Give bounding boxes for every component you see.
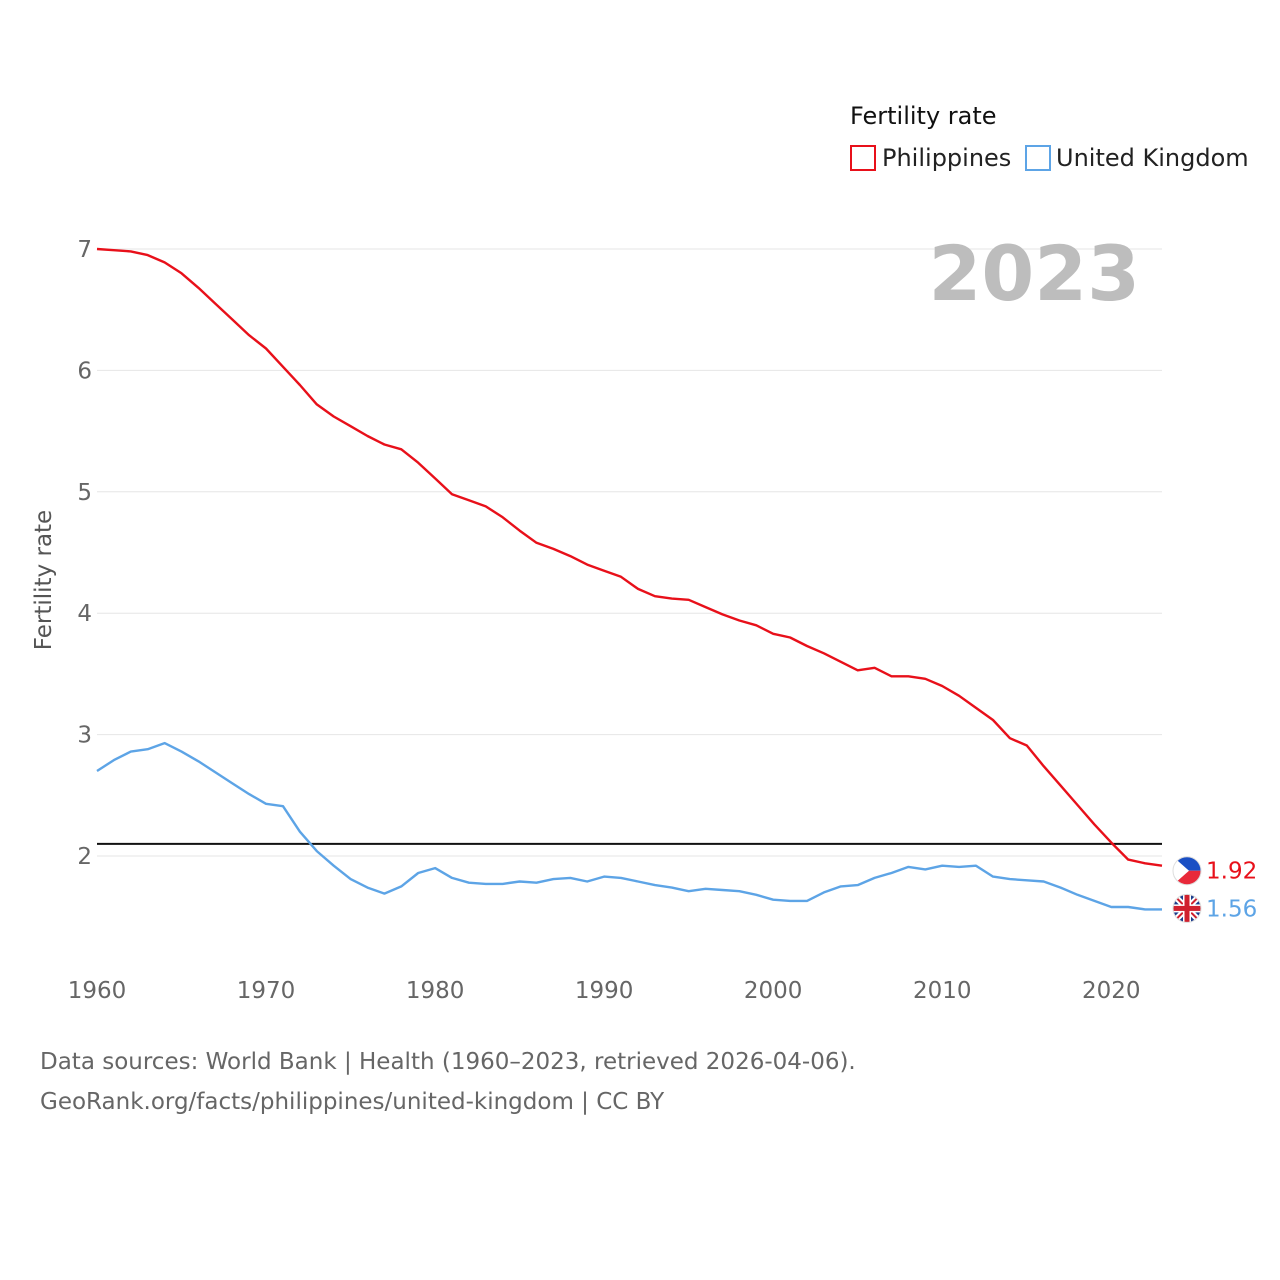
source-url[interactable]: GeoRank.org/facts/philippines/united-kin… (40, 1089, 665, 1115)
series-line-united-kingdom (96, 741, 1162, 911)
data-source-note: Data sources: World Bank | Health (1960–… (40, 1049, 856, 1075)
y-axis-ticks: 2 3 4 5 6 7 (77, 237, 92, 870)
x-tick-label: 2020 (1082, 978, 1141, 1004)
x-tick-label: 1970 (237, 978, 296, 1004)
y-axis-label: Fertility rate (31, 510, 57, 650)
x-tick-label: 2000 (744, 978, 803, 1004)
x-tick-label: 1990 (575, 978, 634, 1004)
series-line-philippines (96, 247, 1163, 867)
legend-swatch-philippines (850, 145, 876, 171)
y-tick-label: 4 (77, 601, 92, 627)
united-kingdom-end-value: 1.56 (1206, 896, 1257, 922)
philippines-flag-icon (1172, 856, 1202, 886)
x-tick-label: 2010 (913, 978, 972, 1004)
x-tick-label: 1960 (68, 978, 127, 1004)
y-tick-label: 5 (77, 480, 92, 506)
y-tick-label: 3 (77, 723, 92, 749)
x-axis-ticks: 1960 1970 1980 1990 2000 2010 2020 (68, 978, 1141, 1004)
legend-swatch-united-kingdom (1025, 145, 1051, 171)
series-lines (96, 247, 1163, 911)
fertility-chart: Fertility rate Philippines United Kingdo… (31, 102, 1257, 1004)
y-tick-label: 2 (77, 844, 92, 870)
x-tick-label: 1980 (406, 978, 465, 1004)
gridlines (97, 248, 1162, 857)
legend-title: Fertility rate (850, 102, 997, 130)
y-tick-label: 7 (77, 237, 92, 263)
united-kingdom-flag-icon (1172, 893, 1202, 923)
legend: Fertility rate Philippines United Kingdo… (850, 102, 1249, 172)
philippines-end-value: 1.92 (1206, 859, 1257, 885)
legend-label-philippines: Philippines (882, 144, 1011, 172)
legend-label-united-kingdom: United Kingdom (1056, 144, 1249, 172)
footer: Data sources: World Bank | Health (1960–… (40, 1042, 856, 1122)
y-tick-label: 6 (77, 358, 92, 384)
current-year-label: 2023 (928, 229, 1140, 318)
